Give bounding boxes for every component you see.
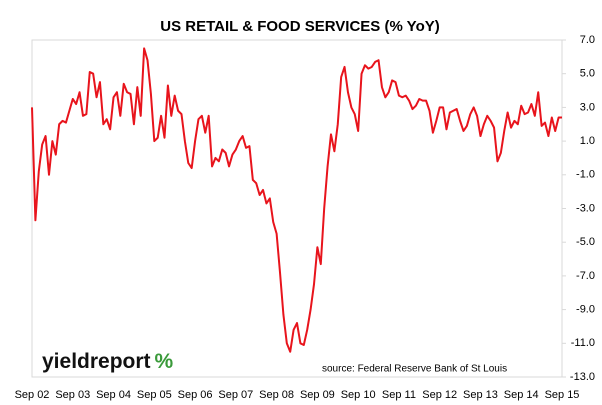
y-tick-label: -13.0 xyxy=(570,371,595,383)
y-tick-label: -7.0 xyxy=(576,270,595,282)
logo-symbol: % xyxy=(155,350,174,373)
chart-title: US RETAIL & FOOD SERVICES (% YoY) xyxy=(160,18,440,35)
x-tick-label: Sep 08 xyxy=(259,389,294,401)
logo: yieldreport% xyxy=(42,350,174,373)
source-note: source: Federal Reserve Bank of St Louis xyxy=(322,364,507,375)
x-tick-label: Sep 12 xyxy=(422,389,457,401)
y-tick-label: 7.0 xyxy=(580,34,595,46)
x-tick-label: Sep 15 xyxy=(545,389,580,401)
y-tick-label: -9.0 xyxy=(576,304,595,316)
y-tick-label: 5.0 xyxy=(580,68,595,80)
x-tick-label: Sep 05 xyxy=(137,389,172,401)
y-tick-label: -11.0 xyxy=(571,337,595,349)
x-tick-label: Sep 13 xyxy=(463,389,498,401)
x-tick-label: Sep 09 xyxy=(300,389,335,401)
x-tick-label: Sep 10 xyxy=(341,389,376,401)
x-tick-label: Sep 02 xyxy=(15,389,50,401)
x-tick-label: Sep 14 xyxy=(504,389,539,401)
y-tick-label: 3.0 xyxy=(580,101,595,113)
x-tick-label: Sep 06 xyxy=(178,389,213,401)
logo-text: yieldreport xyxy=(42,350,151,373)
y-tick-label: -1.0 xyxy=(576,169,595,181)
y-tick-label: -3.0 xyxy=(576,202,595,214)
y-tick-label: 1.0 xyxy=(580,135,595,147)
x-tick-label: Sep 03 xyxy=(55,389,90,401)
x-tick-label: Sep 07 xyxy=(218,389,253,401)
data-line xyxy=(31,47,562,353)
y-tick-label: -5.0 xyxy=(576,236,595,248)
x-tick-label: Sep 04 xyxy=(96,389,131,401)
x-tick-label: Sep 11 xyxy=(382,389,416,401)
